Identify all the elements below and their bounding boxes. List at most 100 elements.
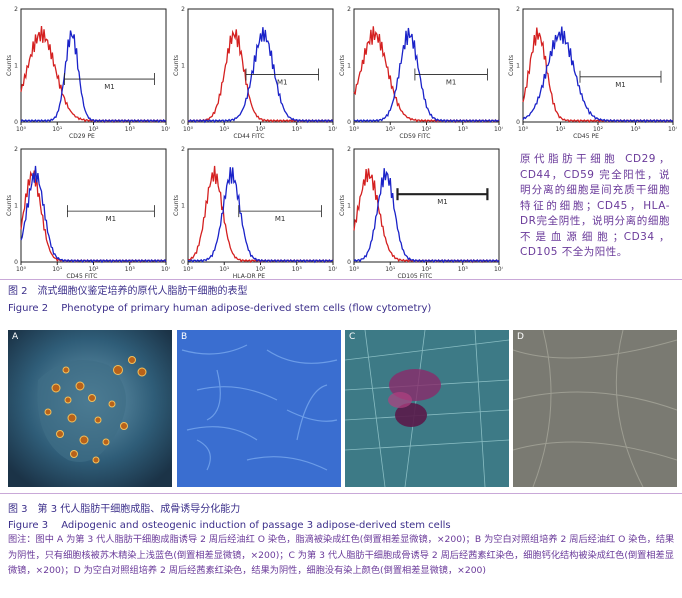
gate-label: M1 <box>104 83 115 91</box>
stain-curve <box>522 26 674 124</box>
plot-frame <box>187 8 334 123</box>
x-tick-label: 10⁰ <box>183 266 194 273</box>
x-tick-label: 10¹ <box>52 266 63 273</box>
gate-label: M1 <box>446 79 457 87</box>
photo-c-alizarin: C <box>345 330 509 487</box>
x-tick-label: 10³ <box>125 126 136 133</box>
stain-curve <box>20 165 167 264</box>
gate-label: M1 <box>277 79 288 87</box>
x-axis-label: CD44 FITC <box>233 133 264 140</box>
x-axis-label: CD45 PE <box>573 133 599 140</box>
y-tick-label: 0 <box>14 119 18 126</box>
y-axis-title: Counts <box>6 195 13 216</box>
control-curve <box>187 29 334 124</box>
figure3-legend: 图注：图中 A 为第 3 代人脂肪干细胞成脂诱导 2 周后经油红 O 染色，脂滴… <box>8 534 675 576</box>
histogram-hla-dr: Counts 0 1 2 10⁰ 10¹ 10² 10³ 10⁴ HLA-DR PE M1 <box>172 145 337 280</box>
y-tick-label: 1 <box>14 203 18 210</box>
y-tick-label: 0 <box>347 119 351 126</box>
x-tick-label: 10² <box>88 126 99 133</box>
y-axis-title: Counts <box>339 195 346 216</box>
stain-curve <box>187 27 334 124</box>
phenotype-note: 原代脂肪干细胞 CD29，CD44，CD59 完全阳性，说明分离的细胞是间充质干… <box>520 153 670 258</box>
y-axis-title: Counts <box>6 55 13 76</box>
figure2-caption-cn: 图 2 流式细胞仪鉴定培养的原代人脂肪干细胞的表型 <box>8 286 248 297</box>
histogram-cd29: Counts 0 1 2 10⁰ 10¹ 10² 10³ 10⁴ CD29 PE M1 <box>5 5 170 140</box>
y-tick-label: 1 <box>14 63 18 70</box>
x-axis-label: HLA-DR PE <box>233 273 265 280</box>
x-tick-label: 10⁴ <box>328 266 337 273</box>
figure3-caption-cn: 图 3 第 3 代人脂肪干细胞成脂、成骨诱导分化能力 <box>8 504 241 515</box>
y-tick-label: 1 <box>181 63 185 70</box>
photo-a-oil-red: A <box>8 330 172 487</box>
x-tick-label: 10¹ <box>219 266 230 273</box>
x-axis-label: CD45 FITC <box>66 273 97 280</box>
x-tick-label: 10⁴ <box>161 126 170 133</box>
photo-a-label: A <box>12 332 19 342</box>
y-tick-label: 2 <box>181 6 185 13</box>
gate-label: M1 <box>275 215 286 223</box>
x-tick-label: 10² <box>421 266 432 273</box>
plot-frame <box>187 148 334 263</box>
photo-b-label: B <box>181 332 188 342</box>
x-tick-label: 10⁰ <box>349 126 360 133</box>
x-tick-label: 10¹ <box>385 266 396 273</box>
x-tick-label: 10¹ <box>52 126 63 133</box>
figure3-caption-en: Figure 3 Adipogenic and osteogenic induc… <box>8 520 451 531</box>
histogram-cd59: Counts 0 1 2 10⁰ 10¹ 10² 10³ 10⁴ CD59 FITC M1 <box>338 5 503 140</box>
histogram-cd105: Counts 0 1 2 10⁰ 10¹ 10² 10³ 10⁴ CD105 FITC M1 <box>338 145 503 280</box>
y-tick-label: 2 <box>14 146 18 153</box>
stain-curve <box>353 168 500 264</box>
stain-curve <box>20 30 167 124</box>
x-axis-label: CD59 FITC <box>399 133 430 140</box>
photo-d-control: D <box>513 330 677 487</box>
x-axis-label: CD29 PE <box>69 133 95 140</box>
x-tick-label: 10³ <box>458 266 469 273</box>
x-tick-label: 10⁴ <box>668 126 677 133</box>
x-tick-label: 10⁰ <box>349 266 360 273</box>
histogram-cd45-pe: Counts 0 1 2 10⁰ 10¹ 10² 10³ 10⁴ CD45 PE M1 <box>507 5 677 140</box>
x-tick-label: 10³ <box>292 126 303 133</box>
plot-frame <box>353 148 500 263</box>
y-tick-label: 0 <box>181 119 185 126</box>
x-tick-label: 10³ <box>292 266 303 273</box>
figure2-caption-en: Figure 2 Phenotype of primary human adip… <box>8 303 432 314</box>
gate-label: M1 <box>615 81 626 89</box>
divider <box>0 493 682 494</box>
x-tick-label: 10³ <box>630 126 641 133</box>
gate-label: M1 <box>437 198 448 206</box>
x-axis-label: CD105 FITC <box>397 273 432 280</box>
y-tick-label: 0 <box>347 259 351 266</box>
photo-b-control: B <box>177 330 341 487</box>
photo-d-label: D <box>517 332 524 342</box>
photo-c-label: C <box>349 332 356 342</box>
y-tick-label: 0 <box>181 259 185 266</box>
y-tick-label: 2 <box>181 146 185 153</box>
x-tick-label: 10¹ <box>219 126 230 133</box>
x-tick-label: 10¹ <box>385 126 396 133</box>
control-curve <box>20 25 167 124</box>
x-tick-label: 10² <box>421 126 432 133</box>
gate-label: M1 <box>106 215 117 223</box>
x-tick-label: 10¹ <box>555 126 566 133</box>
y-axis-title: Counts <box>339 55 346 76</box>
stain-curve <box>353 27 500 123</box>
x-tick-label: 10² <box>255 126 266 133</box>
y-tick-label: 2 <box>14 6 18 13</box>
x-tick-label: 10⁰ <box>183 126 194 133</box>
histogram-cd45-fitc: Counts 0 1 2 10⁰ 10¹ 10² 10³ 10⁴ CD45 FITC M1 <box>5 145 170 280</box>
x-tick-label: 10² <box>593 126 604 133</box>
y-tick-label: 1 <box>181 203 185 210</box>
y-axis-title: Counts <box>173 195 180 216</box>
y-tick-label: 2 <box>347 6 351 13</box>
y-tick-label: 1 <box>347 63 351 70</box>
plot-frame <box>20 8 167 123</box>
y-tick-label: 2 <box>516 6 520 13</box>
histogram-cd44: Counts 0 1 2 10⁰ 10¹ 10² 10³ 10⁴ CD44 FITC M1 <box>172 5 337 140</box>
x-tick-label: 10³ <box>125 266 136 273</box>
x-tick-label: 10⁴ <box>494 126 503 133</box>
y-tick-label: 1 <box>347 203 351 210</box>
plot-frame <box>522 8 674 123</box>
y-tick-label: 2 <box>347 146 351 153</box>
x-tick-label: 10² <box>88 266 99 273</box>
x-tick-label: 10³ <box>458 126 469 133</box>
